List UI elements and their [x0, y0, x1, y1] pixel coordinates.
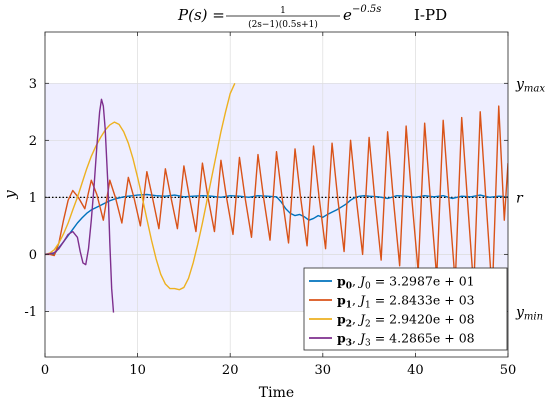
title-controller: I-PD	[414, 6, 447, 24]
title-lhs: P(s) =	[177, 6, 225, 24]
tick-label-x: 30	[315, 363, 332, 378]
title-denominator: (2s−1)(0.5s+1)	[248, 19, 318, 30]
axis-ticks: 0 10 20 30 40 50 -1 0 1 2 3	[24, 32, 516, 378]
tick-label-x: 40	[407, 363, 424, 378]
right-labels: ymax r ymin	[515, 76, 545, 322]
legend-box	[303, 267, 508, 351]
tick-label-x: 0	[41, 363, 49, 378]
legend-entry: p3, J3 = 4.2865e + 08	[337, 331, 475, 349]
legend-entry: p1, J1 = 2.8433e + 03	[337, 293, 475, 311]
tick-label-x: 20	[222, 363, 239, 378]
x-axis-label: Time	[259, 385, 294, 401]
tick-label-y: 3	[29, 77, 37, 92]
series-line-p1	[45, 105, 508, 295]
title-exp-base: e	[343, 6, 352, 24]
tick-label-x: 50	[500, 363, 517, 378]
right-label: ymax	[515, 76, 545, 94]
title-numerator: 1	[280, 6, 286, 16]
tick-label-x: 10	[129, 363, 146, 378]
y-axis-label: y	[1, 190, 19, 200]
title-exponent: −0.5s	[352, 4, 381, 15]
legend-entry: p2, J2 = 2.9420e + 08	[337, 312, 475, 330]
plot-frame	[44, 31, 509, 358]
tick-label-y: 1	[29, 191, 37, 206]
tick-label-y: 0	[29, 248, 37, 263]
series-layer	[45, 83, 508, 313]
series-line-p2	[45, 83, 236, 291]
legend-entry: p0, J0 = 3.2987e + 01	[337, 274, 475, 292]
right-label: r	[516, 190, 524, 206]
right-label: ymin	[515, 304, 543, 322]
chart-title: P(s) = 1 (2s−1)(0.5s+1) e −0.5s I-PD	[177, 4, 447, 30]
tick-label-y: -1	[24, 305, 37, 320]
series-line-p3	[45, 98, 115, 313]
series-line-p0	[45, 193, 508, 256]
tick-label-y: 2	[29, 134, 37, 149]
